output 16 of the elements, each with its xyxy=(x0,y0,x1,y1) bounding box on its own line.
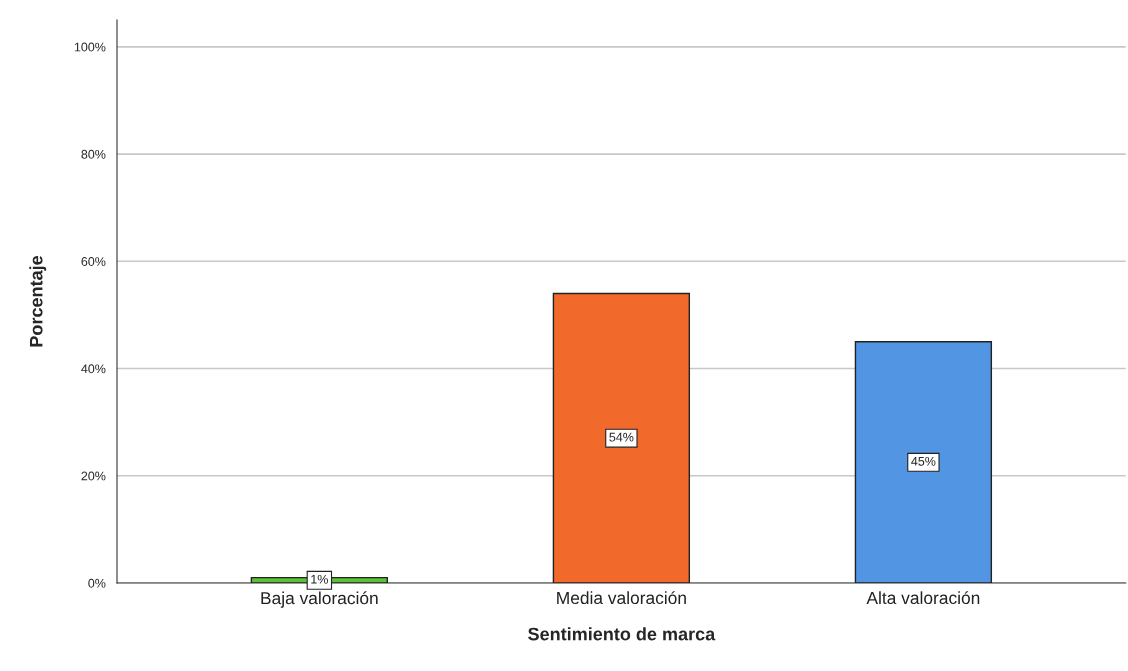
y-tick-label: 0% xyxy=(88,578,106,588)
y-axis-title: Porcentaje xyxy=(29,255,47,347)
bar xyxy=(854,341,993,583)
y-tick-label: 60% xyxy=(81,257,106,266)
data-label: 45% xyxy=(911,456,936,466)
y-tick-label: 20% xyxy=(81,471,106,481)
data-label: 54% xyxy=(609,432,634,442)
x-axis-title: Sentimiento de marca xyxy=(528,627,716,641)
x-tick-label: Media valoración xyxy=(557,591,686,605)
x-tick-label: Alta valoración xyxy=(866,591,980,605)
bar xyxy=(552,292,691,583)
y-tick-label: 100% xyxy=(74,42,106,52)
y-tick-label: 40% xyxy=(81,364,106,374)
y-tick-label: 80% xyxy=(81,149,106,159)
x-tick-label: Baja valoración xyxy=(261,591,378,608)
data-label: 1% xyxy=(311,574,328,584)
